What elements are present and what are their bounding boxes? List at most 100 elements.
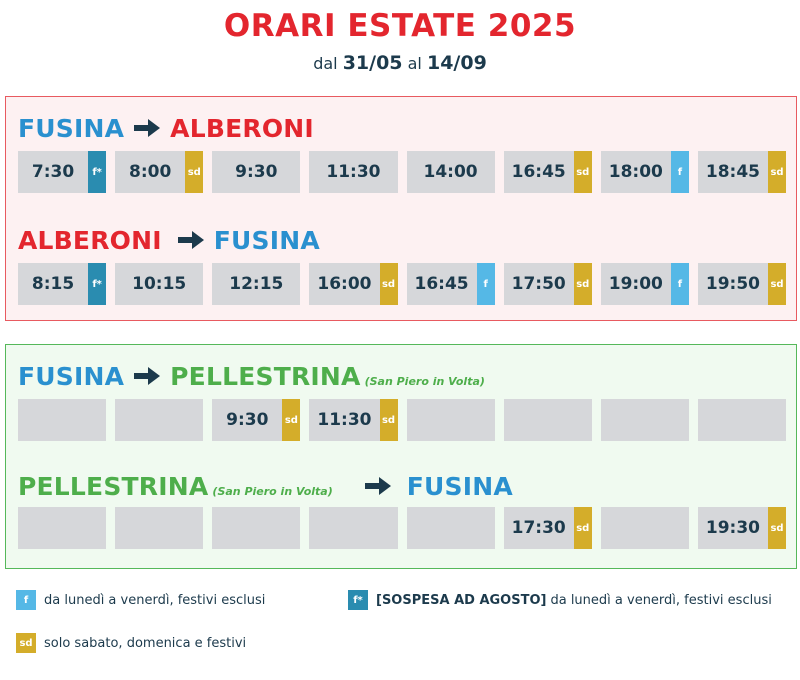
departure-time — [407, 399, 495, 441]
route-origin: ALBERONI — [18, 225, 162, 255]
timetable-row-0: 7:30 f* 8:00 sd 9:30 11:30 14:00 16:45 sd 18:00 f 1… — [18, 151, 786, 193]
time-slot — [18, 399, 107, 441]
route-header-0: FUSINA ALBERONI — [18, 111, 314, 145]
route-header-3: PELLESTRINA (San Piero in Volta) FUSINA — [18, 469, 513, 503]
time-slot — [18, 507, 107, 549]
departure-time: 19:30 — [705, 518, 760, 538]
time-slot — [406, 399, 495, 441]
departure-time — [698, 399, 786, 441]
legend-tag-sd: sd — [16, 633, 36, 653]
legend-tag-f-star: f* — [348, 590, 368, 610]
route-origin-note: (San Piero in Volta) — [212, 484, 333, 498]
arrow-right-icon — [134, 119, 161, 137]
service-tag: sd — [185, 151, 204, 193]
time-slot — [309, 507, 398, 549]
departure-time — [601, 399, 689, 441]
page-title: ORARI ESTATE 2025 — [223, 8, 577, 44]
arrow-right-icon — [364, 477, 391, 495]
departure-time — [115, 399, 203, 441]
route-origin: FUSINA — [18, 361, 125, 391]
time-slot: 8:00 sd — [115, 151, 204, 193]
departure-time: 12:15 — [229, 274, 284, 294]
service-tag: sd — [573, 151, 592, 193]
arrow-right-icon — [177, 231, 204, 249]
legend-f: f da lunedì a venerdì, festivi esclusi — [16, 590, 265, 610]
arrow-right-icon — [134, 367, 161, 385]
legend-f-star: f* [SOSPESA AD AGOSTO] da lunedì a vener… — [348, 590, 772, 610]
time-slot — [600, 507, 689, 549]
time-slot: 14:00 — [406, 151, 495, 193]
date-from: 31/05 — [342, 52, 403, 74]
departure-time: 18:00 — [608, 162, 663, 182]
departure-time — [504, 399, 592, 441]
date-range-middle: al — [407, 54, 422, 73]
departure-time — [18, 507, 106, 549]
timetable-row-3: 17:30 sd 19:30 sd — [18, 507, 786, 549]
time-slot — [406, 507, 495, 549]
time-slot: 17:30 sd — [503, 507, 592, 549]
legend-text-f-star: da lunedì a venerdì, festivi esclusi — [550, 592, 772, 608]
departure-time: 16:00 — [317, 274, 372, 294]
departure-time — [18, 399, 106, 441]
departure-time: 14:00 — [423, 162, 478, 182]
date-range: dal 31/05 al 14/09 — [0, 52, 800, 74]
time-slot: 7:30 f* — [18, 151, 107, 193]
time-slot: 11:30 — [309, 151, 398, 193]
legend-sd: sd solo sabato, domenica e festivi — [16, 633, 246, 653]
time-slot: 18:45 sd — [697, 151, 786, 193]
route-header-1: ALBERONI FUSINA — [18, 223, 320, 257]
route-destination: PELLESTRINA — [170, 361, 361, 391]
service-tag: sd — [379, 263, 398, 305]
service-tag: f* — [88, 263, 107, 305]
route-origin: PELLESTRINA — [18, 471, 209, 501]
date-to: 14/09 — [426, 52, 487, 74]
time-slot: 16:45 f — [406, 263, 495, 305]
service-tag: f* — [88, 151, 107, 193]
time-slot: 9:30 — [212, 151, 301, 193]
legend-tag-f: f — [16, 590, 36, 610]
service-tag: sd — [573, 263, 592, 305]
service-tag: sd — [768, 263, 786, 305]
service-tag: sd — [768, 151, 786, 193]
time-slot: 17:50 sd — [503, 263, 592, 305]
time-slot — [115, 399, 204, 441]
departure-time: 11:30 — [326, 162, 381, 182]
time-slot: 9:30 sd — [212, 399, 301, 441]
date-range-prefix: dal — [313, 54, 338, 73]
legend-text-f: da lunedì a venerdì, festivi esclusi — [44, 592, 266, 608]
departure-time: 9:30 — [226, 410, 269, 430]
route-destination: FUSINA — [406, 471, 513, 501]
departure-time — [407, 507, 495, 549]
time-slot: 16:00 sd — [309, 263, 398, 305]
time-slot: 8:15 f* — [18, 263, 107, 305]
route-destination: ALBERONI — [170, 113, 314, 143]
time-slot: 11:30 sd — [309, 399, 398, 441]
departure-time: 19:50 — [705, 274, 760, 294]
departure-time — [115, 507, 203, 549]
departure-time — [601, 507, 689, 549]
time-slot: 19:50 sd — [697, 263, 786, 305]
alberoni-section: FUSINA ALBERONI 7:30 f* 8:00 sd 9:30 11:30 14:… — [5, 96, 797, 321]
departure-time: 19:00 — [608, 274, 663, 294]
time-slot — [115, 507, 204, 549]
legend-note-f-star: [SOSPESA AD AGOSTO] — [376, 592, 547, 608]
departure-time: 18:45 — [705, 162, 760, 182]
route-destination: FUSINA — [213, 225, 320, 255]
departure-time: 17:50 — [511, 274, 566, 294]
service-tag: f — [670, 263, 689, 305]
departure-time: 16:45 — [414, 274, 469, 294]
timetable-row-1: 8:15 f* 10:15 12:15 16:00 sd 16:45 f 17:50 sd 19:0… — [18, 263, 786, 305]
time-slot — [600, 399, 689, 441]
service-tag: sd — [282, 399, 301, 441]
legend-text-sd: solo sabato, domenica e festivi — [44, 635, 247, 651]
departure-time: 9:30 — [235, 162, 278, 182]
route-origin: FUSINA — [18, 113, 125, 143]
departure-time: 7:30 — [31, 162, 75, 182]
departure-time — [309, 507, 397, 549]
departure-time — [212, 507, 300, 549]
departure-time: 17:30 — [511, 518, 566, 538]
departure-time: 11:30 — [317, 410, 372, 430]
time-slot: 10:15 — [115, 263, 204, 305]
timetable-row-2: 9:30 sd 11:30 sd — [18, 399, 786, 441]
service-tag: sd — [768, 507, 786, 549]
